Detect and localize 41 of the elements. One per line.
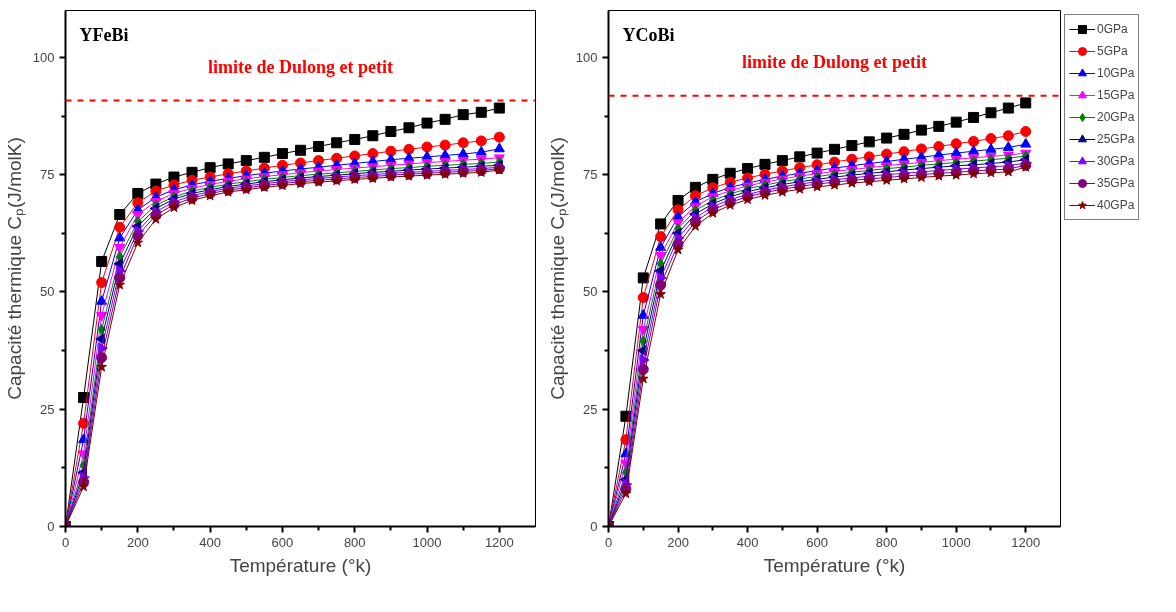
x-tick-label: 400 xyxy=(736,534,759,550)
y-axis-title: Capacité thermique Cₚ(J/molK) xyxy=(3,137,26,400)
x-axis-title: Température (°k) xyxy=(763,554,906,576)
x-tick-label: 400 xyxy=(199,534,221,550)
y-tick-label: 75 xyxy=(583,167,598,183)
legend-label: 0GPa xyxy=(1097,22,1128,36)
y-tick-label: 50 xyxy=(583,284,598,300)
legend-label: 5GPa xyxy=(1097,44,1128,58)
y-tick-label: 100 xyxy=(575,49,598,65)
y-axis-title: Capacité thermique Cₚ(J/molK) xyxy=(546,137,569,400)
x-tick-label: 800 xyxy=(343,534,366,550)
y-tick-label: 75 xyxy=(40,167,55,183)
legend-label: 40GPa xyxy=(1097,198,1135,212)
x-tick-label: 200 xyxy=(126,534,149,550)
x-tick-label: 1200 xyxy=(484,534,514,550)
y-tick-label: 50 xyxy=(40,284,55,300)
y-tick-label: 100 xyxy=(32,49,55,65)
legend-label: 10GPa xyxy=(1097,66,1135,80)
y-tick-label: 0 xyxy=(47,519,55,534)
legend-label: 25GPa xyxy=(1097,132,1135,146)
x-tick-label: 600 xyxy=(271,534,294,550)
ref-line-label: limite de Dulong et petit xyxy=(208,56,393,77)
legend-label: 20GPa xyxy=(1097,110,1135,124)
text: YFeBi xyxy=(79,24,129,45)
y-tick-label: 25 xyxy=(583,401,598,417)
x-tick-label: 1000 xyxy=(941,534,971,550)
x-tick-label: 0 xyxy=(61,534,70,550)
legend-label: 35GPa xyxy=(1097,176,1135,190)
ref-line-label: limite de Dulong et petit xyxy=(742,51,927,72)
x-axis-title: Température (°k) xyxy=(229,554,372,576)
x-tick-label: 800 xyxy=(875,534,898,550)
legend-label: 30GPa xyxy=(1097,154,1135,168)
y-tick-label: 25 xyxy=(40,401,55,417)
x-tick-label: 1000 xyxy=(412,534,442,550)
x-tick-label: 600 xyxy=(806,534,828,550)
y-tick-label: 0 xyxy=(590,519,598,534)
x-tick-label: 1200 xyxy=(1011,534,1041,550)
text: YCoBi xyxy=(622,24,675,45)
x-tick-label: 0 xyxy=(604,534,613,550)
x-tick-label: 200 xyxy=(667,534,689,550)
legend-label: 15GPa xyxy=(1097,88,1135,102)
